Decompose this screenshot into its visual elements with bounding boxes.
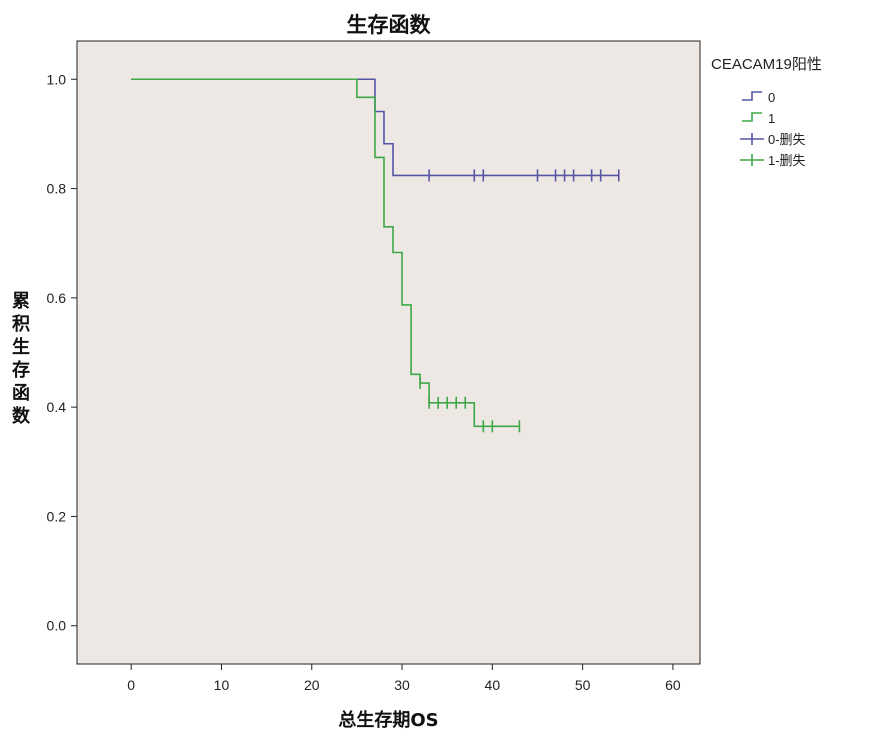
x-tick-label: 50 [575,677,591,693]
survival-curve-0 [131,78,619,177]
y-axis-title-char: 积 [12,314,30,335]
legend-label: 0 [768,90,775,105]
y-axis-title-char: 生 [12,336,30,358]
y-axis-title: 累积生存函数 [12,291,31,427]
y-axis-title-char: 累 [12,291,30,312]
x-tick-label: 30 [394,677,410,693]
y-axis: 0.0 0.2 0.4 0.6 0.8 1.0 [47,71,77,634]
x-tick-label: 60 [665,677,681,693]
y-tick-label: 0.0 [47,618,67,634]
x-tick-label: 20 [304,677,320,693]
y-tick-label: 0.2 [47,508,67,524]
legend-step-symbol [742,91,762,101]
legend-step-symbol [742,112,762,122]
x-axis: 0 10 20 30 40 50 60 [127,664,681,693]
y-tick-label: 1.0 [47,71,67,87]
series-layer [131,78,620,433]
legend-item: 0 [742,90,775,105]
y-tick-label: 0.8 [47,181,67,197]
x-tick-label: 40 [485,677,501,693]
legend: CEACAM19阳性 0 1 0-删失 1-删失 [711,56,822,168]
chart-title: 生存函数 [347,13,432,37]
legend-label: 0-删失 [768,132,806,147]
y-axis-title-char: 数 [12,405,31,427]
legend-item: 1 [742,111,775,126]
legend-label: 1 [768,111,775,126]
x-tick-label: 10 [214,677,230,693]
series-0 [131,78,620,182]
x-axis-title: 总生存期OS [338,709,438,731]
legend-title: CEACAM19阳性 [711,56,822,73]
legend-items: 0 1 0-删失 1-删失 [740,90,806,168]
y-tick-label: 0.4 [47,399,67,415]
plot-area [76,40,701,665]
y-tick-label: 0.6 [47,290,67,306]
series-1 [131,78,521,433]
x-tick-label: 0 [127,677,135,693]
y-axis-title-char: 存 [12,359,30,381]
legend-item: 1-删失 [740,153,806,168]
y-axis-title-char: 函 [12,383,30,404]
legend-label: 1-删失 [768,153,806,168]
legend-item: 0-删失 [740,132,806,147]
